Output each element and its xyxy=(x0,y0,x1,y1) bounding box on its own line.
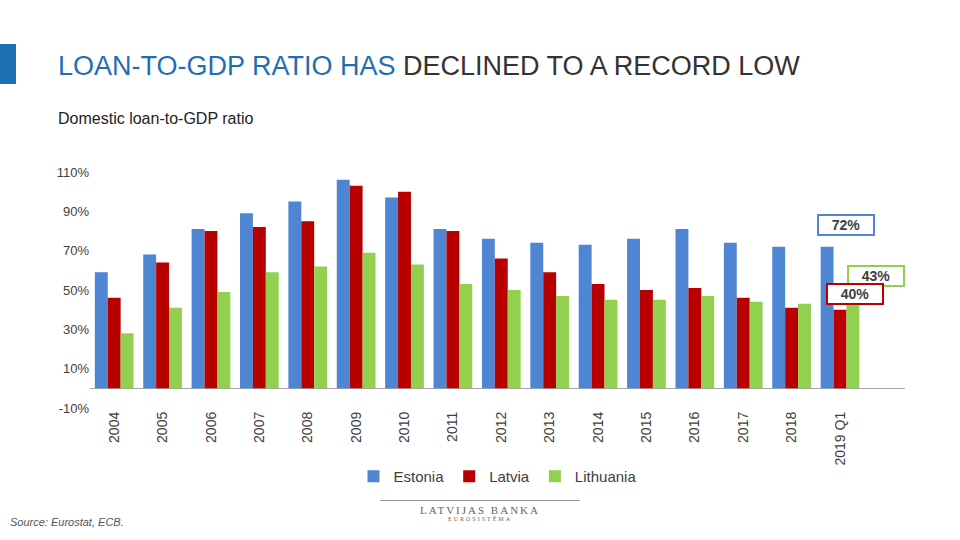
svg-text:10%: 10% xyxy=(63,361,89,376)
svg-text:2004: 2004 xyxy=(106,412,122,443)
svg-text:2013: 2013 xyxy=(541,412,557,443)
svg-text:43%: 43% xyxy=(862,268,891,284)
svg-text:40%: 40% xyxy=(841,286,870,302)
html-text:Source: Eurostat, ECB.: Source: Eurostat, ECB. xyxy=(10,516,124,528)
svg-text:2005: 2005 xyxy=(154,412,170,443)
svg-text:2006: 2006 xyxy=(203,412,219,443)
svg-text:Estonia: Estonia xyxy=(394,468,445,485)
svg-text:2014: 2014 xyxy=(590,412,606,443)
html-text:LATVIJAS BANKA: LATVIJAS BANKA xyxy=(420,504,540,516)
svg-text:-10%: -10% xyxy=(59,401,90,416)
svg-text:LOAN-TO-GDP RATIO HAS DECLINED: LOAN-TO-GDP RATIO HAS DECLINED TO A RECO… xyxy=(58,51,800,81)
svg-text:Latvia: Latvia xyxy=(489,468,530,485)
svg-text:90%: 90% xyxy=(63,204,89,219)
svg-text:2010: 2010 xyxy=(396,412,412,443)
svg-text:2011: 2011 xyxy=(444,412,460,442)
svg-text:Lithuania: Lithuania xyxy=(575,468,637,485)
svg-text:2018: 2018 xyxy=(783,412,799,443)
svg-text:70%: 70% xyxy=(63,243,89,258)
svg-text:2008: 2008 xyxy=(299,412,315,443)
svg-text:2019 Q1: 2019 Q1 xyxy=(832,412,848,466)
svg-text:2015: 2015 xyxy=(638,412,654,443)
svg-text:2009: 2009 xyxy=(348,412,364,443)
svg-text:2017: 2017 xyxy=(735,412,751,443)
svg-text:2012: 2012 xyxy=(493,412,509,443)
svg-text:110%: 110% xyxy=(57,165,90,180)
svg-text:50%: 50% xyxy=(63,283,89,298)
svg-text:2016: 2016 xyxy=(686,412,702,443)
svg-text:72%: 72% xyxy=(832,217,861,233)
svg-text:2007: 2007 xyxy=(251,412,267,443)
svg-text:30%: 30% xyxy=(63,322,89,337)
html-text:Domestic loan-to-GDP ratio: Domestic loan-to-GDP ratio xyxy=(58,110,254,127)
html-text:EUROSISTĒMA: EUROSISTĒMA xyxy=(448,516,512,522)
